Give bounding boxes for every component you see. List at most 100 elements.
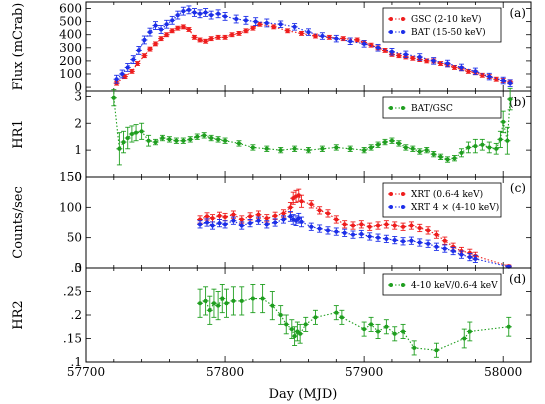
panel-0-series-1-point — [487, 74, 492, 79]
panel-0-series-1-point — [136, 48, 141, 53]
panel-0-series-1-point — [459, 65, 464, 70]
panel-2-series-1-point — [293, 218, 298, 223]
panel-3-series-0-point — [401, 329, 406, 334]
panel-3-series-0-point — [462, 336, 467, 341]
panel-1-series-0-point — [438, 154, 443, 159]
panel-0-series-1-point — [223, 14, 228, 19]
panel-1-series-0-point — [498, 137, 503, 142]
panel-1-series-0-point — [320, 146, 325, 151]
panel-1-ylabel: HR1 — [11, 119, 26, 148]
panel-0-series-1-point — [125, 65, 130, 70]
panel-2-series-1-point — [264, 222, 269, 227]
panel-2-series-0-point — [409, 223, 414, 228]
panel-3-legend-swatch-dot — [389, 283, 393, 287]
panel-3-series-0-point — [220, 296, 225, 301]
panel-2-series-0-point — [376, 223, 381, 228]
panel-3-series-0-line — [199, 297, 509, 351]
panel-0-legend-swatch-dot — [389, 17, 393, 21]
panel-2-series-1-point — [473, 256, 478, 261]
panel-2-series-0-point — [256, 212, 261, 217]
panel-3-series-0-point — [369, 322, 374, 327]
panel-0-series-0-point — [203, 39, 208, 44]
panel-0-series-1-point — [216, 11, 221, 16]
panel-0-series-0-point — [285, 28, 290, 33]
panel-0-series-0-point — [480, 73, 485, 78]
panel-2-series-1-point — [401, 239, 406, 244]
panel-2-legend-swatch-dot — [401, 192, 405, 196]
panel-1-series-0-point — [473, 144, 478, 149]
panel-3-series-0-point — [412, 345, 417, 350]
panel-3-series-0-point — [207, 308, 212, 313]
panel-3-series-0-point — [434, 348, 439, 353]
panel-1-series-0-line — [113, 97, 511, 161]
panel-1-series-0-point — [181, 138, 186, 143]
panel-1-series-0-point — [487, 145, 492, 150]
panel-3-series-0-point — [198, 301, 203, 306]
panel-2-series-1-point — [239, 223, 244, 228]
x-tick-label: 58000 — [484, 365, 522, 379]
panel-1-series-0-point — [424, 148, 429, 153]
panel-1-ytick-label: 1 — [74, 143, 82, 157]
panel-0-ytick-label: 400 — [59, 28, 82, 42]
panel-3-series-0-point — [292, 334, 297, 339]
panel-3-series-0-point — [216, 303, 221, 308]
panel-3-series-0-point — [339, 315, 344, 320]
panel-3-series-0-point — [303, 322, 308, 327]
panel-0-series-0-point — [135, 61, 140, 66]
panel-0-series-1-point — [234, 17, 239, 22]
panel-0-series-1-point — [164, 22, 169, 27]
x-tick-label: 57800 — [206, 365, 244, 379]
panel-3-legend-box — [382, 273, 502, 296]
panel-2-series-1-point — [334, 229, 339, 234]
panel-1-series-0-point — [121, 140, 126, 145]
panel-0-series-0-point — [198, 37, 203, 42]
panel-0-series-0-point — [236, 31, 241, 36]
panel-3-series-0-point — [231, 298, 236, 303]
panel-2-series-1-point — [376, 235, 381, 240]
panel-3-letter: (d) — [509, 272, 526, 286]
panel-2-series-0-point — [401, 224, 406, 229]
panel-0-series-1-point — [445, 61, 450, 66]
panel-1-series-0-point — [431, 152, 436, 157]
panel-3-series-0-point — [278, 313, 283, 317]
panel-0-legend-box — [382, 7, 502, 43]
panel-1-series-0-point — [292, 146, 297, 151]
panel-2-series-1-point — [392, 238, 397, 243]
panel-2-series-0-point — [288, 205, 293, 210]
panel-1-series-0-point — [505, 138, 510, 143]
panel-0-series-0-point — [170, 28, 175, 33]
panel-1-series-0-point — [111, 95, 116, 100]
panel-0-legend-label: BAT (15-50 keV) — [411, 27, 486, 38]
panel-2-series-1-point — [223, 222, 228, 227]
panel-0-series-1-point — [473, 69, 478, 74]
panel-0-series-1-point — [120, 71, 125, 76]
panel-1-legend-label: BAT/GSC — [411, 104, 453, 114]
panel-0-ytick-label: 300 — [59, 41, 82, 55]
panel-0-legend-swatch-dot — [401, 30, 405, 34]
panel-1-series-0-point — [501, 119, 506, 124]
panel-0-series-0-point — [192, 35, 197, 40]
panel-2-series-1-point — [299, 219, 304, 224]
panel-0-series-0-point — [181, 24, 186, 29]
panel-0-series-1-point — [320, 34, 325, 39]
panel-0-series-1-point — [431, 58, 436, 63]
panel-3-series-0-point — [392, 331, 397, 336]
panel-1-series-0-point — [160, 136, 165, 141]
panel-1-series-0-point — [508, 97, 513, 102]
panel-2-series-1-point — [442, 246, 447, 251]
panel-1-series-0-point — [306, 148, 311, 153]
panel-3-series-0-point — [295, 329, 300, 334]
panel-0-series-1-point — [376, 45, 381, 50]
panel-0-series-0-point — [129, 69, 134, 74]
panel-0-series-1-point — [278, 22, 283, 27]
panel-2-series-0-point — [223, 215, 228, 220]
panel-0-series-1-point — [142, 37, 147, 42]
panel-2-series-1-point — [204, 220, 209, 225]
panel-0-series-1-point — [131, 57, 136, 62]
panel-0-series-0-point — [147, 47, 152, 52]
panel-2-series-0-point — [325, 211, 330, 216]
panel-1-ytick-label: 0 — [74, 170, 82, 184]
panel-1: 0 1 2 3 HR1 (b) BAT/GSC — [11, 87, 532, 184]
panel-3-series-0-point — [313, 315, 318, 320]
panel-0-series-1-point — [159, 27, 164, 32]
